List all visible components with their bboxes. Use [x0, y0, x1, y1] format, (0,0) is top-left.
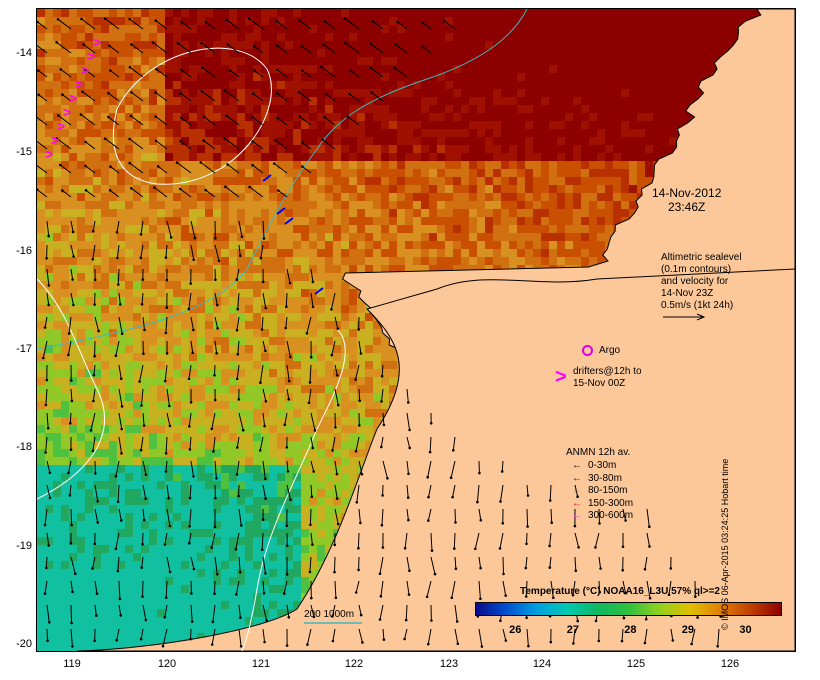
scale-arrow-icon: [663, 313, 706, 321]
anmn-depth-label: 300-600m: [588, 510, 634, 521]
drifter-chevron-icon: >: [69, 90, 77, 106]
anmn-legend-row: ← 30-80m: [572, 473, 622, 484]
arrow-left-icon: ←: [572, 497, 582, 509]
colorbar-tick: 27: [566, 624, 579, 636]
drifter-chevron-icon: >: [93, 34, 101, 50]
arrow-left-icon: ←: [572, 485, 582, 496]
colorbar-tick: 28: [624, 624, 637, 636]
drifter-chevron-icon: >: [81, 62, 89, 78]
drifter-chevron-icon: >: [57, 118, 65, 134]
altimetry-line: and velocity for: [661, 276, 729, 287]
colorbar-tick: 29: [681, 624, 695, 636]
land-layer: [76, 9, 795, 651]
lat-label-18: -18: [16, 441, 32, 453]
arrow-left-icon: ←: [572, 472, 582, 484]
anmn-depth-label: 0-30m: [588, 460, 617, 471]
colorbar: [475, 602, 782, 616]
time-line: 23:46Z: [668, 200, 706, 214]
arrow-left-icon: ←: [572, 460, 582, 471]
lat-label-19: -19: [16, 540, 32, 552]
lat-label-15: -15: [16, 146, 32, 158]
lon-label-121: 121: [251, 658, 271, 670]
altimetry-line: 0.5m/s (1kt 24h): [661, 300, 734, 311]
drifter-legend: > drifters@12h to 15-Nov 00Z: [555, 366, 642, 390]
lon-label-125: 125: [626, 658, 646, 670]
lat-label-17: -17: [16, 343, 32, 355]
anmn-legend-row: ← 300-600m: [572, 510, 633, 521]
lon-label-126: 126: [720, 658, 740, 670]
isobath-scale-line: [304, 622, 362, 624]
velocity-vectors: [37, 17, 722, 648]
drifter-line: drifters@12h to: [573, 366, 642, 377]
anmn-legend-row: ← 0-30m: [572, 460, 616, 471]
contour-layer: [37, 9, 528, 651]
drifter-chevron-icon: >: [75, 76, 83, 92]
drifter-chevron-icon: >: [87, 48, 95, 64]
lat-label-14: -14: [16, 47, 32, 59]
lon-label-123: 123: [439, 658, 459, 670]
altimetry-note: Altimetric sealevel (0.1m contours) and …: [661, 252, 742, 326]
altimetry-line: (0.1m contours): [661, 264, 732, 275]
lon-label-122: 122: [344, 658, 364, 670]
credit-text: © IMOS 06-Apr-2015 03:24:25 Hobart time: [720, 458, 730, 630]
date-line: 14-Nov-2012: [652, 186, 722, 200]
drifter-chevron-icon: >: [555, 366, 567, 388]
drifter-chevron-icon: >: [63, 104, 71, 120]
drifter-chevron-icon: >: [45, 146, 53, 162]
argo-circle-icon: [582, 345, 593, 356]
map-panel: > > > > > > > > >: [36, 8, 796, 652]
isobath-scale-label: 200 1000m: [304, 609, 355, 620]
sst-map: >>>>>>>>>: [37, 9, 795, 651]
lon-label-124: 124: [532, 658, 552, 670]
colorbar-tick: 26: [509, 624, 522, 636]
anmn-depth-label: 80-150m: [588, 485, 628, 496]
drifter-line: 15-Nov 00Z: [573, 378, 626, 389]
colorbar-tick: 30: [739, 624, 752, 636]
anmn-depth-label: 30-80m: [588, 472, 622, 484]
lat-label-20: -20: [16, 638, 32, 650]
arrow-left-icon: ←: [572, 510, 582, 521]
anmn-legend-row: ← 150-300m: [572, 498, 633, 509]
argo-legend: Argo: [582, 345, 620, 357]
anmn-depth-label: 150-300m: [588, 497, 634, 509]
lon-label-120: 120: [157, 658, 177, 670]
altimetry-line: 14-Nov 23Z: [661, 288, 714, 299]
anmn-legend-row: ← 80-150m: [572, 485, 627, 496]
lon-label-119: 119: [63, 658, 81, 670]
colorbar-title: Temperature (°C) NOAA16_L3U 57% ql>=2: [520, 586, 720, 597]
lat-label-16: -16: [16, 245, 32, 257]
drifter-markers: >>>>>>>>>: [45, 34, 324, 295]
anmn-legend-title: ANMN 12h av.: [566, 447, 631, 458]
altimetry-line: Altimetric sealevel: [661, 252, 742, 263]
argo-label-text: Argo: [599, 345, 621, 357]
drifter-chevron-icon: >: [51, 132, 59, 148]
date-stamp: 14-Nov-2012 23:46Z: [652, 186, 721, 214]
